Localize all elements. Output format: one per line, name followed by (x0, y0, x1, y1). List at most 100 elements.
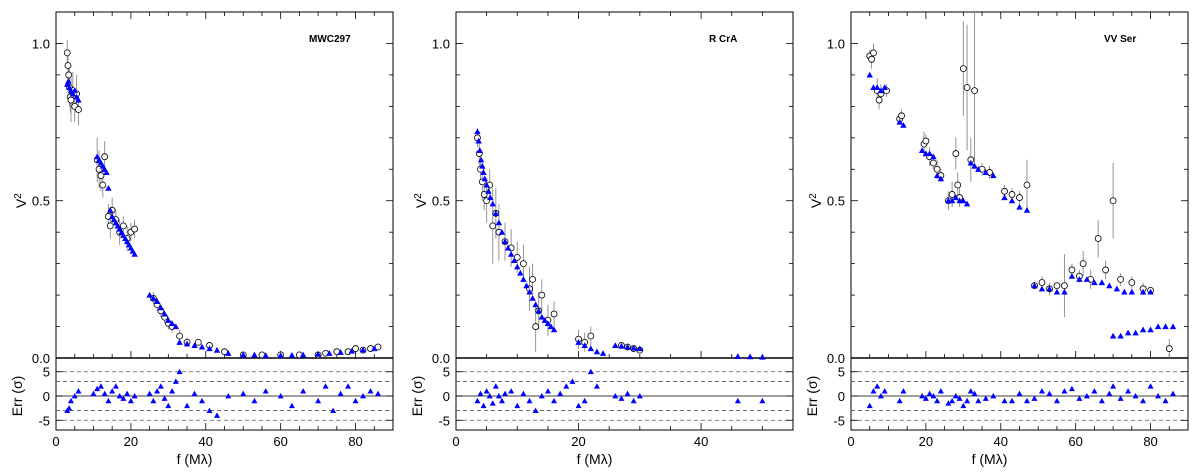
residual-point (1023, 397, 1030, 404)
y-tick-label: 0.5 (32, 194, 50, 209)
model-point (520, 276, 527, 282)
residual-point (90, 390, 97, 396)
residual-y-tick-label: 0 (43, 389, 50, 404)
residual-point (949, 397, 956, 404)
model-point (746, 353, 754, 360)
residual-point (956, 395, 963, 401)
residual-point (498, 397, 505, 404)
model-point (535, 307, 542, 314)
residual-point (1110, 383, 1117, 389)
model-point (933, 172, 941, 179)
residual-point (225, 393, 232, 399)
residual-point (1091, 388, 1098, 394)
residual-point (169, 388, 176, 394)
residual-point (300, 388, 307, 394)
model-point (71, 87, 78, 94)
residual-point (551, 397, 558, 404)
model-point (896, 118, 903, 125)
model-point (930, 153, 937, 160)
residual-point (1117, 395, 1124, 401)
observed-point (64, 62, 72, 69)
y-tick-label: 0.0 (32, 351, 50, 366)
residual-point (1053, 397, 1060, 404)
model-point (479, 162, 486, 169)
observed-point (65, 71, 73, 79)
observed-point (1061, 282, 1068, 290)
model-point (990, 172, 997, 179)
residual-point (930, 393, 937, 399)
residual-y-tick-label: -5 (833, 413, 845, 428)
observed-point (63, 49, 71, 57)
y-axis-label: V2 (413, 193, 430, 208)
x-tick-label: 0 (847, 434, 854, 449)
model-point (191, 342, 198, 348)
residual-point (1125, 388, 1132, 394)
residual-point (1061, 388, 1068, 394)
residual-point (277, 393, 284, 399)
residual-point (593, 383, 600, 389)
residual-axis-label: Err (σ) (409, 376, 425, 417)
observed-point (922, 137, 930, 145)
model-point (866, 71, 873, 78)
observed-point (868, 55, 875, 63)
residual-y-tick-label: -5 (38, 413, 50, 428)
model-point (759, 353, 766, 360)
panel-label: MWC297 (309, 34, 351, 45)
model-point (161, 310, 168, 317)
residual-point (866, 402, 873, 409)
observed-point (101, 153, 109, 161)
residual-point (624, 390, 631, 396)
residual-point (508, 388, 515, 394)
model-point (511, 257, 518, 264)
residual-point (952, 393, 959, 399)
model-point (481, 175, 488, 182)
residual-point (206, 407, 213, 413)
residual-point (120, 395, 127, 401)
model-point (575, 339, 582, 345)
model-point (526, 288, 533, 295)
model-point (183, 340, 191, 347)
model-point (75, 96, 82, 103)
observed-point (520, 260, 527, 268)
residual-point (520, 390, 527, 396)
x-tick-label: 40 (199, 434, 213, 449)
model-point (1128, 288, 1136, 295)
model-point (636, 345, 644, 352)
residual-point (184, 402, 191, 409)
residual-point (345, 383, 352, 389)
residual-point (896, 397, 903, 404)
model-point (937, 175, 945, 182)
observed-point (1109, 197, 1117, 205)
model-point (1109, 332, 1117, 339)
model-point (1053, 288, 1061, 295)
residual-point (960, 402, 967, 409)
x-tick-label: 20 (124, 434, 138, 449)
model-point (474, 128, 481, 135)
observed-point (1008, 191, 1016, 198)
x-tick-label: 20 (571, 434, 585, 449)
observed-point (1023, 181, 1031, 189)
x-tick-label: 0 (452, 434, 459, 449)
observed-point (532, 323, 540, 330)
model-point (971, 162, 978, 169)
model-point (172, 323, 180, 330)
observed-point (480, 191, 488, 198)
model-point (153, 298, 161, 304)
residual-point (1147, 383, 1154, 389)
residual-point (575, 402, 582, 409)
model-point (952, 194, 960, 201)
observed-point (75, 106, 82, 113)
residual-point (990, 393, 997, 399)
model-point (105, 184, 112, 191)
model-point (624, 343, 631, 350)
residual-point (360, 393, 367, 399)
residual-point (971, 390, 978, 396)
residual-point (116, 393, 123, 399)
model-point (262, 352, 269, 359)
residual-point (1155, 393, 1162, 399)
residual-point (967, 388, 974, 394)
model-point (277, 352, 284, 359)
model-point (874, 84, 881, 91)
model-point (517, 269, 524, 276)
residual-point (922, 395, 929, 401)
